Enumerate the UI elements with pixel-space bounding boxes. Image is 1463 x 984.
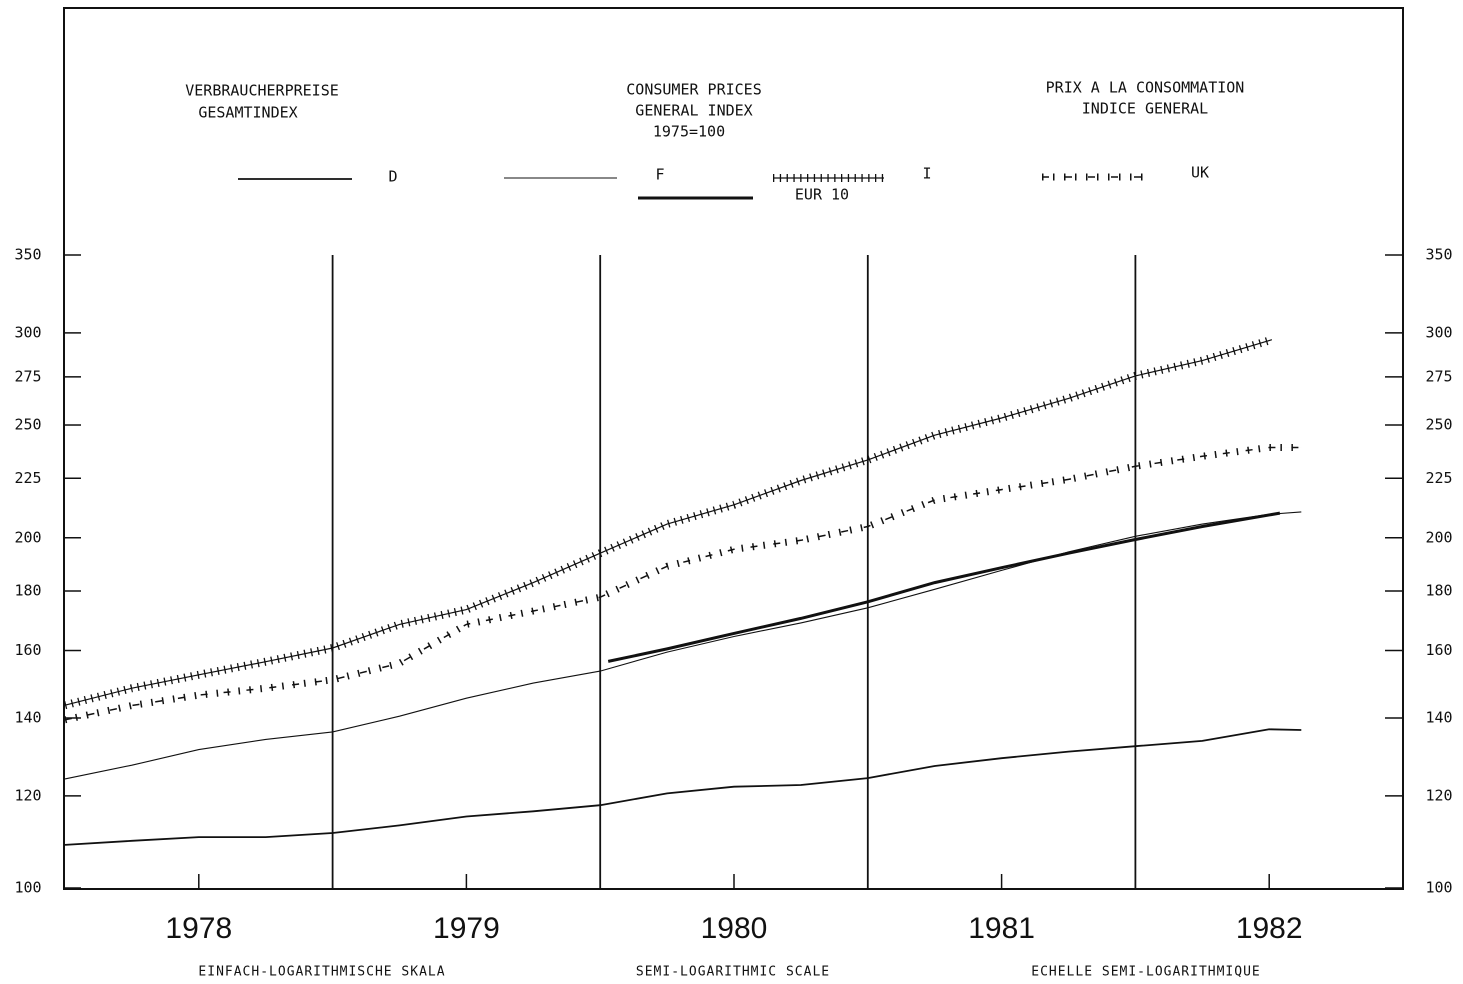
- y-tick-label-right: 200: [1425, 528, 1452, 546]
- y-tick-label-right: 160: [1425, 641, 1452, 659]
- series-line: [607, 511, 1281, 663]
- x-tick-label: 1978: [165, 912, 232, 945]
- scale-note: EINFACH-LOGARITHMISCHE SKALA: [198, 965, 445, 980]
- x-tick-label: 1982: [1236, 912, 1303, 945]
- y-tick-label: 225: [14, 469, 41, 487]
- x-tick-label: 1980: [701, 912, 768, 945]
- title-de: VERBRAUCHERPREISE: [185, 82, 339, 100]
- title-en: CONSUMER PRICES: [626, 81, 761, 99]
- y-tick-label: 160: [14, 641, 41, 659]
- series-line: [64, 511, 1302, 780]
- y-tick-label-right: 300: [1425, 323, 1452, 341]
- y-tick-label-right: 100: [1425, 879, 1452, 897]
- y-tick-label-right: 275: [1425, 367, 1452, 385]
- y-tick-label-right: 140: [1425, 708, 1452, 726]
- scale-note: SEMI-LOGARITHMIC SCALE: [636, 965, 830, 980]
- y-tick-label-right: 120: [1425, 786, 1452, 804]
- legend-label: UK: [1191, 164, 1209, 182]
- x-tick-label: 1981: [968, 912, 1035, 945]
- series-line-markers: [64, 446, 1302, 721]
- series-line: [64, 339, 1273, 706]
- y-tick-label: 120: [14, 786, 41, 804]
- scale-note: ECHELLE SEMI-LOGARITHMIQUE: [1031, 965, 1261, 980]
- title-en: GENERAL INDEX: [635, 102, 752, 120]
- series-line-markers: [64, 444, 1302, 724]
- legend-label: EUR 10: [795, 186, 849, 204]
- series-line: [64, 447, 1302, 720]
- y-tick-label-right: 250: [1425, 416, 1452, 434]
- y-tick-label: 140: [14, 708, 41, 726]
- title-fr: PRIX A LA CONSOMMATION: [1046, 79, 1245, 97]
- y-tick-label: 100: [14, 879, 41, 897]
- legend-label: I: [922, 165, 931, 183]
- title-fr: INDICE GENERAL: [1082, 100, 1208, 118]
- y-tick-label: 275: [14, 367, 41, 385]
- frame: [63, 7, 1404, 890]
- y-tick-label: 180: [14, 582, 41, 600]
- series-line: [64, 728, 1302, 846]
- y-tick-label: 250: [14, 416, 41, 434]
- y-tick-label-right: 180: [1425, 582, 1452, 600]
- series-line-markers: [64, 335, 1274, 710]
- y-tick-label: 200: [14, 528, 41, 546]
- y-tick-label-right: 225: [1425, 469, 1452, 487]
- y-tick-label: 300: [14, 323, 41, 341]
- x-tick-label: 1979: [433, 912, 500, 945]
- legend-label: F: [655, 166, 664, 184]
- y-tick-label: 350: [14, 246, 41, 264]
- subtitle: 1975=100: [653, 123, 725, 141]
- legend-label: D: [388, 168, 397, 186]
- y-tick-label-right: 350: [1425, 246, 1452, 264]
- title-de: GESAMTINDEX: [198, 104, 297, 122]
